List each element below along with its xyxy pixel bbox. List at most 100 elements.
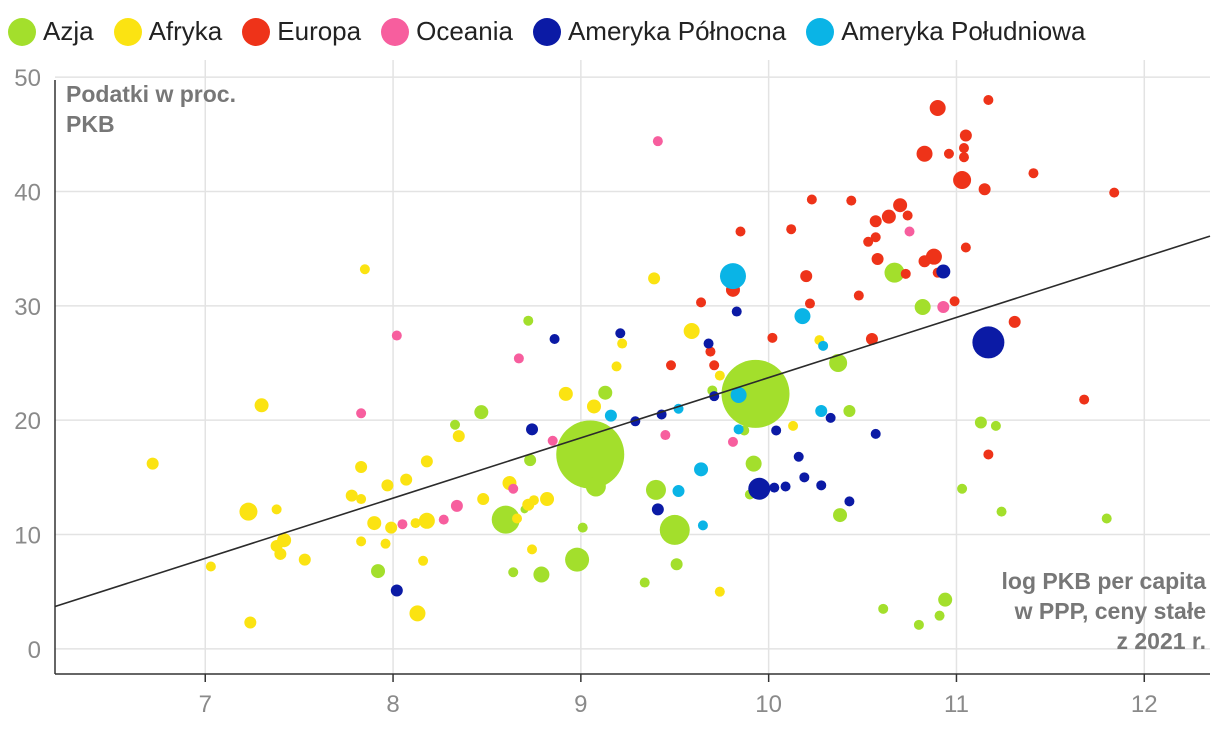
data-point xyxy=(904,226,915,237)
data-point xyxy=(450,419,461,430)
data-point xyxy=(512,513,522,524)
data-point xyxy=(865,332,878,345)
data-point xyxy=(356,536,367,547)
data-point xyxy=(683,322,700,339)
legend-item-oceania[interactable]: Oceania xyxy=(381,16,513,47)
data-point xyxy=(205,561,216,572)
data-point xyxy=(829,353,848,372)
y-axis-title: PKB xyxy=(66,111,115,137)
data-point xyxy=(587,399,601,414)
data-point xyxy=(477,493,490,506)
y-tick-label: 40 xyxy=(14,179,41,206)
data-point xyxy=(540,492,555,507)
legend-label-north-america: Ameryka Północna xyxy=(567,16,787,46)
data-point xyxy=(450,499,463,512)
data-point xyxy=(604,409,617,422)
data-point xyxy=(843,405,856,418)
x-axis-title: z 2021 r. xyxy=(1116,628,1206,654)
data-point xyxy=(804,298,815,309)
data-point xyxy=(983,95,994,106)
data-point xyxy=(1028,168,1039,179)
legend-label-oceania: Oceania xyxy=(416,16,513,46)
data-point xyxy=(526,423,539,436)
data-point xyxy=(714,370,725,381)
data-point xyxy=(356,494,367,505)
data-point xyxy=(524,454,537,467)
x-tick-label: 10 xyxy=(755,691,782,718)
data-point xyxy=(844,496,855,507)
data-point xyxy=(491,505,520,534)
data-point xyxy=(146,457,159,470)
data-point xyxy=(385,521,398,534)
x-axis-title: log PKB per capita xyxy=(1002,568,1207,594)
data-point xyxy=(371,564,386,579)
legend-item-south-america[interactable]: Ameryka Południowa xyxy=(806,16,1085,47)
data-point xyxy=(934,610,945,621)
data-point xyxy=(239,502,258,521)
data-point xyxy=(577,522,588,533)
data-point xyxy=(748,477,771,500)
data-point xyxy=(786,224,797,235)
data-point xyxy=(670,558,683,571)
x-tick-label: 12 xyxy=(1131,691,1158,718)
data-point xyxy=(513,353,524,364)
data-point xyxy=(978,183,991,196)
data-point xyxy=(533,566,550,583)
data-point xyxy=(705,346,716,357)
data-point xyxy=(794,308,811,325)
data-point xyxy=(244,616,257,629)
data-point xyxy=(949,296,960,307)
data-point xyxy=(958,152,969,163)
data-point xyxy=(648,272,661,285)
data-point xyxy=(871,252,884,265)
data-point xyxy=(271,504,282,515)
data-point xyxy=(696,297,707,308)
data-point xyxy=(731,306,742,317)
data-point xyxy=(733,424,744,435)
data-point xyxy=(863,236,874,247)
legend-label-asia: Azja xyxy=(43,16,94,46)
data-point xyxy=(893,198,908,213)
y-tick-label: 50 xyxy=(14,65,41,92)
data-point xyxy=(527,544,538,555)
data-point xyxy=(719,263,746,290)
data-point xyxy=(974,416,987,429)
data-point xyxy=(878,603,889,614)
legend-item-asia[interactable]: Azja xyxy=(8,16,94,47)
data-point xyxy=(1101,513,1112,524)
data-point xyxy=(870,428,881,439)
data-point xyxy=(869,215,882,228)
legend-item-africa[interactable]: Afryka xyxy=(113,16,222,47)
data-point xyxy=(727,436,738,447)
legend-item-europe[interactable]: Europa xyxy=(242,16,361,47)
data-point xyxy=(474,405,489,420)
legend-item-north-america[interactable]: Ameryka Północna xyxy=(532,16,787,47)
data-point xyxy=(703,338,714,349)
y-tick-label: 30 xyxy=(14,294,41,321)
data-point xyxy=(793,451,804,462)
data-point xyxy=(409,605,426,622)
legend-swatch-asia xyxy=(8,17,36,46)
data-point xyxy=(714,586,725,597)
data-point xyxy=(367,516,382,531)
data-point xyxy=(884,262,905,283)
legend-swatch-north-america xyxy=(532,17,561,46)
data-point xyxy=(254,398,269,413)
data-point xyxy=(694,462,709,477)
data-point xyxy=(918,255,931,268)
data-point xyxy=(359,264,370,275)
data-point xyxy=(902,210,913,221)
legend-label-south-america: Ameryka Południowa xyxy=(841,16,1086,46)
data-point xyxy=(958,143,969,154)
data-point xyxy=(508,567,519,578)
data-point xyxy=(556,420,625,489)
data-point xyxy=(799,472,810,483)
data-point xyxy=(659,514,690,545)
data-point xyxy=(652,136,663,147)
data-point xyxy=(645,479,666,500)
data-point xyxy=(853,290,864,301)
data-point xyxy=(959,129,972,142)
data-point xyxy=(960,242,971,253)
data-point xyxy=(356,408,367,419)
data-point xyxy=(780,481,791,492)
